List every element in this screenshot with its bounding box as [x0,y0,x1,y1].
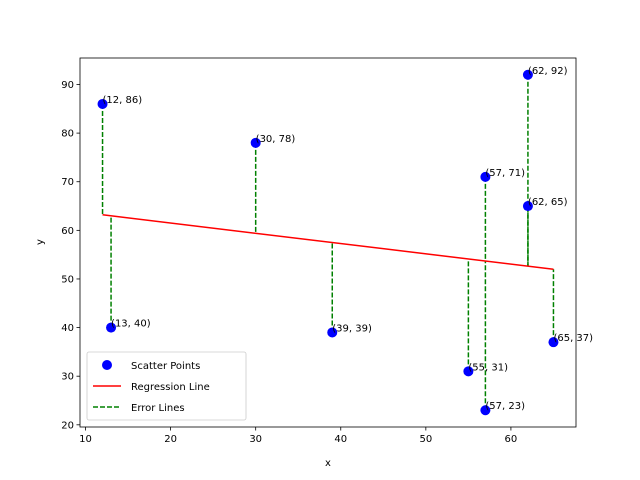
point-label: (39, 39) [332,323,372,334]
regression-line-group [102,214,554,270]
scatter-point [327,327,338,338]
point-label: (30, 78) [256,134,296,145]
legend-label-error: Error Lines [131,403,185,414]
x-tick-label: 10 [79,434,92,445]
y-tick-label: 80 [61,129,74,140]
x-tick-label: 40 [334,434,347,445]
scatter-points [97,69,559,416]
x-tick-label: 50 [419,434,432,445]
scatter-point [548,337,559,348]
scatter-point [463,366,474,377]
y-axis: 20 30 40 50 60 70 80 90 [61,80,80,431]
y-tick-label: 50 [61,274,74,285]
point-label: (57, 71) [485,168,525,179]
x-tick-label: 20 [164,434,177,445]
legend-frame [86,351,247,421]
point-label: (13, 40) [111,319,151,330]
error-lines [101,74,555,411]
x-axis: 10 20 30 40 50 60 [79,427,517,445]
plot-frame [79,57,577,428]
y-tick-label: 70 [61,177,74,188]
x-tick-label: 30 [249,434,262,445]
point-label: (57, 23) [485,401,525,412]
x-tick-label: 60 [505,434,518,445]
y-axis-label: y [35,239,46,245]
point-label: (55, 31) [468,362,508,373]
x-axis-label: x [325,458,331,469]
regression-line [102,214,554,270]
scatter-point [480,405,491,416]
y-tick-label: 60 [61,226,74,237]
y-tick-label: 20 [61,420,74,431]
point-label: (62, 92) [528,66,568,77]
scatter-point [522,69,533,80]
point-labels: (12, 86) (13, 40) (30, 78) (39, 39) (55, 31)… [103,66,594,412]
legend: Scatter Points Regression Line Error Lin… [86,351,247,421]
scatter-point [97,98,108,109]
scatter-point [106,322,117,333]
point-label: (65, 37) [553,333,593,344]
y-tick-label: 90 [61,80,74,91]
point-label: (12, 86) [103,95,143,106]
scatter-point [522,201,533,212]
legend-marker-scatter [102,360,112,370]
legend-label-scatter: Scatter Points [131,361,200,372]
y-tick-label: 30 [61,372,74,383]
legend-label-regression: Regression Line [131,382,210,393]
scatter-point [250,137,261,148]
y-tick-label: 40 [61,323,74,334]
point-label: (62, 65) [528,197,568,208]
scatter-point [480,171,491,182]
